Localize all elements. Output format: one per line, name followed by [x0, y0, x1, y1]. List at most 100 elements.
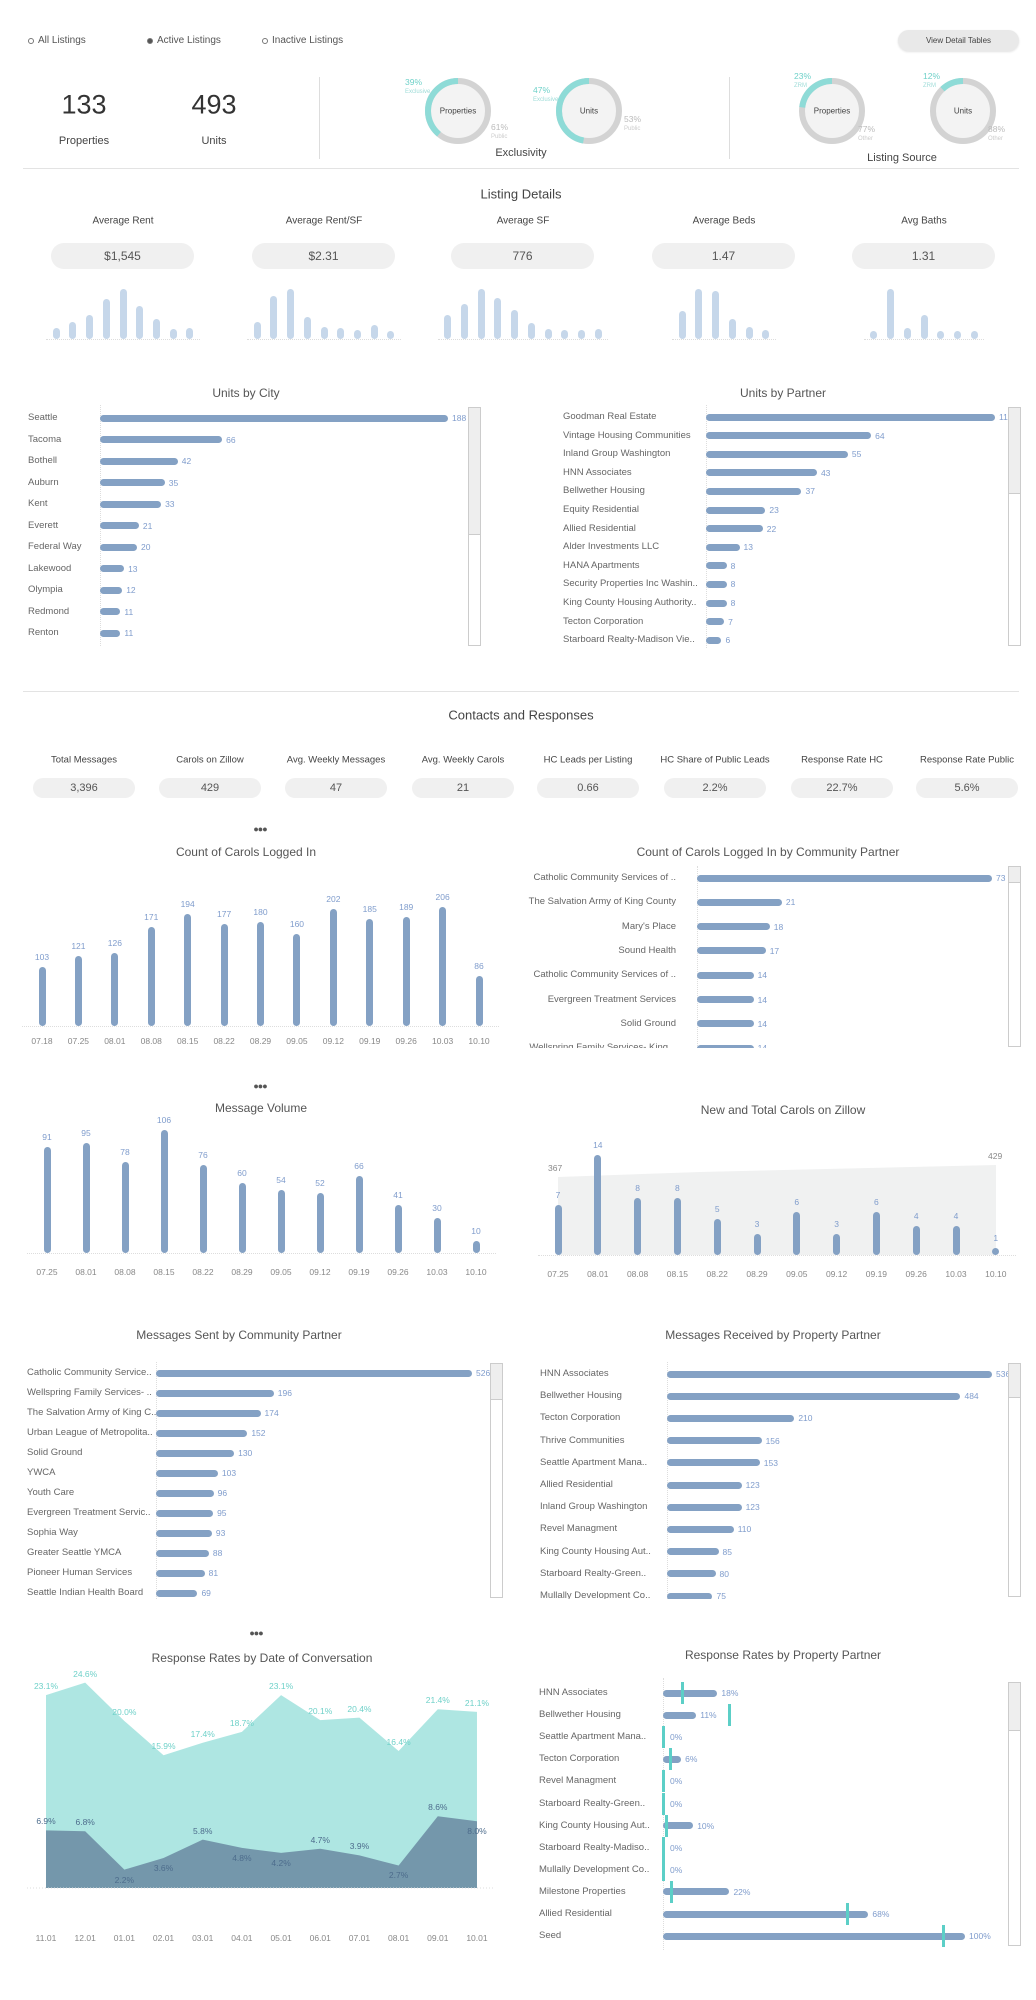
bar-row[interactable]: Evergreen Treatment Servic.. 95: [0, 1505, 1036, 1521]
bar[interactable]: [554, 1205, 562, 1255]
bar-row[interactable]: HNN Associates 18%: [0, 1682, 1036, 1704]
bar-row[interactable]: Starboard Realty-Madison Vie.. 6: [0, 632, 1036, 648]
bar[interactable]: [912, 1226, 920, 1255]
bar-row[interactable]: King County Housing Aut.. 85: [0, 1544, 1036, 1560]
bar-row[interactable]: HANA Apartments 8: [0, 558, 1036, 574]
bar-row[interactable]: Youth Care 96: [0, 1485, 1036, 1501]
radio-inactive-listings[interactable]: Inactive Listings: [262, 35, 343, 46]
bar-row[interactable]: Starboard Realty-Green.. 80: [0, 1566, 1036, 1582]
bar[interactable]: [594, 1155, 602, 1255]
bar-row[interactable]: Renton 11: [0, 625, 1036, 641]
bar-row[interactable]: Tecton Corporation 7: [0, 614, 1036, 630]
bar[interactable]: [316, 1192, 324, 1253]
bar-row[interactable]: Starboard Realty-Green.. 0%: [0, 1792, 1036, 1815]
bar-row[interactable]: Urban League of Metropolita.. 152: [0, 1425, 1036, 1441]
bar-row[interactable]: Bellwether Housing 37: [0, 483, 1036, 499]
bar[interactable]: [257, 922, 265, 1026]
bar-row[interactable]: Bellwether Housing 11%: [0, 1704, 1036, 1727]
bar[interactable]: [439, 907, 447, 1026]
bar-row[interactable]: Allied Residential 22: [0, 521, 1036, 537]
bar[interactable]: [402, 916, 410, 1026]
bar-row[interactable]: Federal Way 20: [0, 539, 1036, 555]
scrollbar-thumb[interactable]: [491, 1364, 502, 1400]
bar-row[interactable]: Seattle 188: [0, 410, 1036, 426]
bar[interactable]: [38, 966, 46, 1026]
bar-row[interactable]: Security Properties Inc Washin.. 8: [0, 576, 1036, 592]
bar[interactable]: [43, 1147, 51, 1253]
bar-row[interactable]: Solid Ground 130: [0, 1445, 1036, 1461]
bar[interactable]: [833, 1233, 841, 1255]
bar[interactable]: [238, 1183, 246, 1253]
bar-row[interactable]: The Salvation Army of King C.. 174: [0, 1405, 1036, 1421]
bar-row[interactable]: Solid Ground 14: [0, 1016, 1036, 1032]
bar-row[interactable]: Lakewood 13: [0, 561, 1036, 577]
bar[interactable]: [753, 1233, 761, 1255]
bar-row[interactable]: Pioneer Human Services 81: [0, 1565, 1036, 1581]
scrollbar[interactable]: [1008, 866, 1021, 1047]
bar[interactable]: [220, 923, 228, 1026]
scrollbar[interactable]: [468, 407, 481, 646]
scrollbar-thumb[interactable]: [1009, 408, 1020, 494]
bar-row[interactable]: Tecton Corporation 6%: [0, 1748, 1036, 1771]
bar[interactable]: [793, 1212, 801, 1255]
scrollbar-thumb[interactable]: [1009, 867, 1020, 883]
bar[interactable]: [277, 1190, 285, 1253]
bar[interactable]: [713, 1219, 721, 1255]
bar-row[interactable]: Inland Group Washington 123: [0, 1499, 1036, 1515]
bar-row[interactable]: Allied Residential 123: [0, 1477, 1036, 1493]
bar-row[interactable]: Bellwether Housing 484: [0, 1388, 1036, 1404]
bar-row[interactable]: Mary's Place 18: [0, 919, 1036, 935]
bar-row[interactable]: Catholic Community Services of .. 73: [0, 870, 1036, 886]
bar-row[interactable]: Wellspring Family Services- King .. 14: [0, 1040, 1036, 1048]
bar-row[interactable]: HNN Associates 536: [0, 1366, 1036, 1382]
bar-row[interactable]: Sophia Way 93: [0, 1525, 1036, 1541]
bar[interactable]: [634, 1197, 642, 1255]
bar-row[interactable]: Goodman Real Estate 112: [0, 409, 1036, 425]
bar-row[interactable]: Catholic Community Services of .. 14: [0, 967, 1036, 983]
bar-row[interactable]: Seattle Apartment Mana.. 153: [0, 1455, 1036, 1471]
ellipsis-icon[interactable]: ●●●: [249, 1628, 263, 1638]
bar-row[interactable]: King County Housing Aut.. 10%: [0, 1814, 1036, 1837]
bar[interactable]: [475, 976, 483, 1026]
bar-row[interactable]: Seed 100%: [0, 1925, 1036, 1948]
ellipsis-icon[interactable]: ●●●: [253, 1081, 267, 1091]
bar[interactable]: [952, 1226, 960, 1255]
bar-row[interactable]: Sound Health 17: [0, 943, 1036, 959]
bar-row[interactable]: Mullally Development Co.. 75: [0, 1588, 1036, 1599]
bar[interactable]: [160, 1130, 168, 1253]
radio-active-listings[interactable]: Active Listings: [147, 35, 221, 46]
bar-row[interactable]: Everett 21: [0, 518, 1036, 534]
bar-row[interactable]: Tecton Corporation 210: [0, 1410, 1036, 1426]
bar-row[interactable]: The Salvation Army of King County 21: [0, 894, 1036, 910]
bar[interactable]: [74, 956, 82, 1026]
bar-row[interactable]: Revel Managment 110: [0, 1521, 1036, 1537]
scrollbar[interactable]: [1008, 1682, 1021, 1946]
bar[interactable]: [355, 1176, 363, 1253]
bar[interactable]: [121, 1162, 129, 1253]
scrollbar[interactable]: [1008, 1363, 1021, 1597]
bar[interactable]: [366, 919, 374, 1026]
bar[interactable]: [394, 1205, 402, 1253]
bar-row[interactable]: Bothell 42: [0, 453, 1036, 469]
bar-row[interactable]: Auburn 35: [0, 475, 1036, 491]
bar-row[interactable]: YWCA 103: [0, 1465, 1036, 1481]
bar[interactable]: [147, 927, 155, 1026]
bar-row[interactable]: Kent 33: [0, 496, 1036, 512]
bar-row[interactable]: Alder Investments LLC 13: [0, 539, 1036, 555]
bar-row[interactable]: Milestone Properties 22%: [0, 1880, 1036, 1903]
bar-row[interactable]: Wellspring Family Services- .. 196: [0, 1385, 1036, 1401]
bar-row[interactable]: Seattle Apartment Mana.. 0%: [0, 1726, 1036, 1749]
ellipsis-icon[interactable]: ●●●: [253, 824, 267, 834]
bar[interactable]: [293, 933, 301, 1026]
bar[interactable]: [433, 1218, 441, 1253]
bar-row[interactable]: Greater Seattle YMCA 88: [0, 1545, 1036, 1561]
bar[interactable]: [111, 953, 119, 1026]
view-detail-tables-button[interactable]: View Detail Tables: [898, 30, 1019, 51]
bar-row[interactable]: Starboard Realty-Madiso.. 0%: [0, 1836, 1036, 1859]
bar-row[interactable]: Olympia 12: [0, 582, 1036, 598]
bar[interactable]: [992, 1247, 1000, 1255]
bar-row[interactable]: Catholic Community Service.. 526: [0, 1365, 1036, 1381]
scrollbar-thumb[interactable]: [469, 408, 480, 535]
bar-row[interactable]: Vintage Housing Communities 64: [0, 428, 1036, 444]
bar-row[interactable]: HNN Associates 43: [0, 465, 1036, 481]
